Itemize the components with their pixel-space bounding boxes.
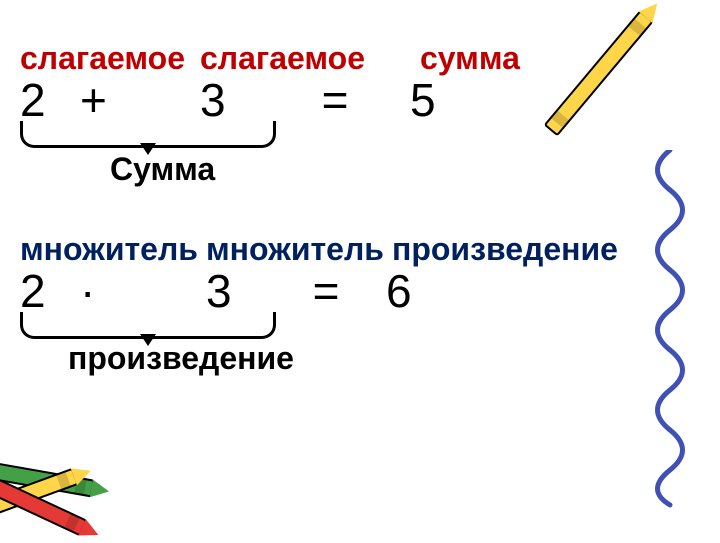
mul-label-term1: множитель bbox=[20, 231, 206, 268]
add-label-result: сумма bbox=[420, 40, 580, 77]
purple-squiggle-icon bbox=[640, 150, 700, 510]
addition-brace-row: Сумма bbox=[20, 121, 700, 171]
mul-op: · bbox=[80, 264, 206, 318]
addition-brace bbox=[20, 121, 276, 148]
add-result: 5 bbox=[410, 73, 520, 127]
crayon-cluster-icon bbox=[5, 430, 125, 530]
mul-label-result: произведение bbox=[392, 231, 612, 268]
mul-label-term2: множитель bbox=[206, 231, 392, 268]
mul-term2: 3 bbox=[206, 264, 266, 318]
add-term1: 2 bbox=[20, 73, 80, 127]
mul-result: 6 bbox=[386, 264, 496, 318]
multiplication-expression: 2 · 3 = 6 bbox=[20, 264, 700, 318]
mul-term1: 2 bbox=[20, 264, 80, 318]
add-label-term1: слагаемое bbox=[20, 40, 200, 77]
multiplication-brace-label: произведение bbox=[68, 340, 294, 377]
multiplication-brace bbox=[20, 312, 276, 339]
add-term2: 3 bbox=[200, 73, 260, 127]
multiplication-labels: множитель множитель произведение bbox=[20, 231, 700, 268]
add-op: + bbox=[80, 73, 200, 127]
mul-eq: = bbox=[266, 264, 386, 318]
add-eq: = bbox=[260, 73, 410, 127]
multiplication-brace-row: произведение bbox=[20, 312, 700, 362]
addition-brace-label: Сумма bbox=[110, 151, 215, 188]
add-label-term2: слагаемое bbox=[200, 40, 420, 77]
